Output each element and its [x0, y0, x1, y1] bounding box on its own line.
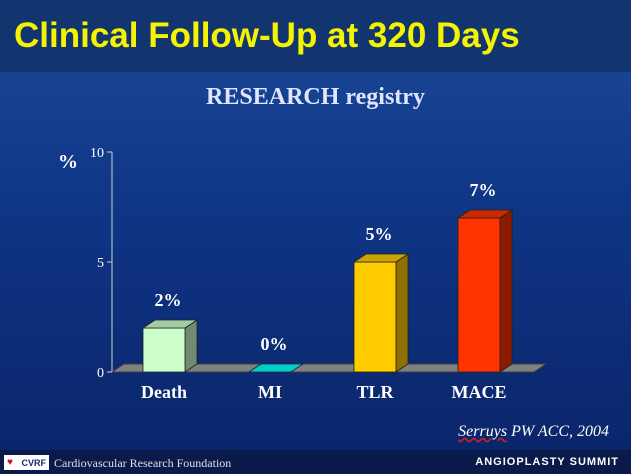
event-name: ANGIOPLASTY SUMMIT — [475, 456, 619, 468]
y-tick-label: 10 — [90, 146, 104, 161]
bar-side — [395, 253, 409, 373]
bar — [247, 363, 305, 373]
bar-side — [184, 319, 198, 373]
x-tick-label: TLR — [356, 382, 394, 402]
citation-source: PW ACC, 2004 — [507, 423, 609, 440]
data-label: 5% — [366, 224, 393, 244]
slide-title: Clinical Follow-Up at 320 Days — [14, 16, 520, 55]
x-tick-label: Death — [141, 382, 187, 402]
bar-side — [499, 209, 513, 373]
bar-top — [456, 209, 514, 219]
x-tick-label: MACE — [452, 382, 507, 402]
data-label: 7% — [470, 180, 497, 200]
citation-author: Serruys — [458, 423, 508, 440]
organization-name: Cardiovascular Research Foundation — [54, 456, 232, 470]
bar — [457, 217, 501, 373]
y-axis-label: % — [58, 151, 78, 173]
bar-top — [141, 319, 199, 329]
x-tick-label: MI — [258, 382, 282, 402]
bar-top — [352, 253, 410, 263]
y-tick-label: 5 — [97, 256, 104, 271]
footer-bar — [0, 450, 631, 474]
title-bar — [0, 0, 631, 72]
logo-text: CVRF — [21, 457, 47, 468]
chart-subtitle: RESEARCH registry — [206, 84, 425, 110]
data-label: 2% — [155, 290, 182, 310]
y-tick-label: 0 — [97, 366, 104, 381]
bar — [353, 261, 397, 373]
bar — [142, 327, 186, 373]
cvrf-logo: ♥ CVRF — [4, 455, 49, 470]
heart-icon: ♥ — [7, 457, 13, 468]
data-label: 0% — [261, 334, 288, 354]
citation: Serruys PW ACC, 2004 — [458, 423, 609, 441]
